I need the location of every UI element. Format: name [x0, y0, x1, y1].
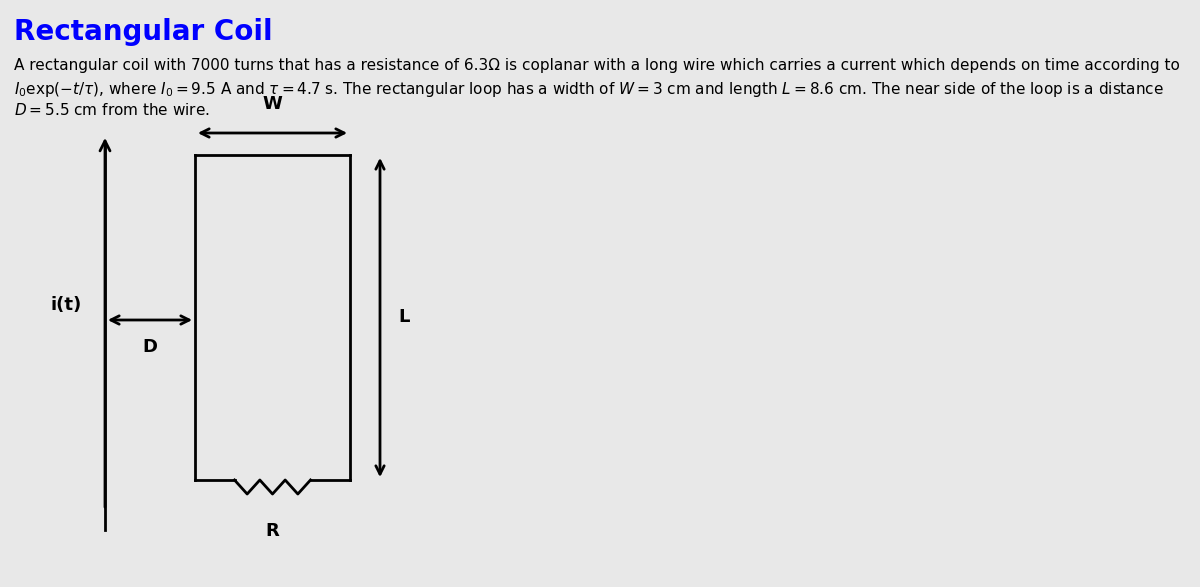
- Text: L: L: [398, 309, 409, 326]
- Text: A rectangular coil with 7000 turns that has a resistance of 6.3Ω is coplanar wit: A rectangular coil with 7000 turns that …: [14, 58, 1180, 73]
- Text: D: D: [143, 338, 157, 356]
- Text: R: R: [265, 522, 280, 540]
- Text: $I_0$exp($-t/\tau$), where $I_0 = 9.5$ A and $\tau = 4.7$ s. The rectangular loo: $I_0$exp($-t/\tau$), where $I_0 = 9.5$ A…: [14, 80, 1164, 99]
- Text: Rectangular Coil: Rectangular Coil: [14, 18, 272, 46]
- Text: W: W: [263, 95, 282, 113]
- Text: $D = 5.5$ cm from the wire.: $D = 5.5$ cm from the wire.: [14, 102, 210, 118]
- Text: i(t): i(t): [50, 296, 82, 314]
